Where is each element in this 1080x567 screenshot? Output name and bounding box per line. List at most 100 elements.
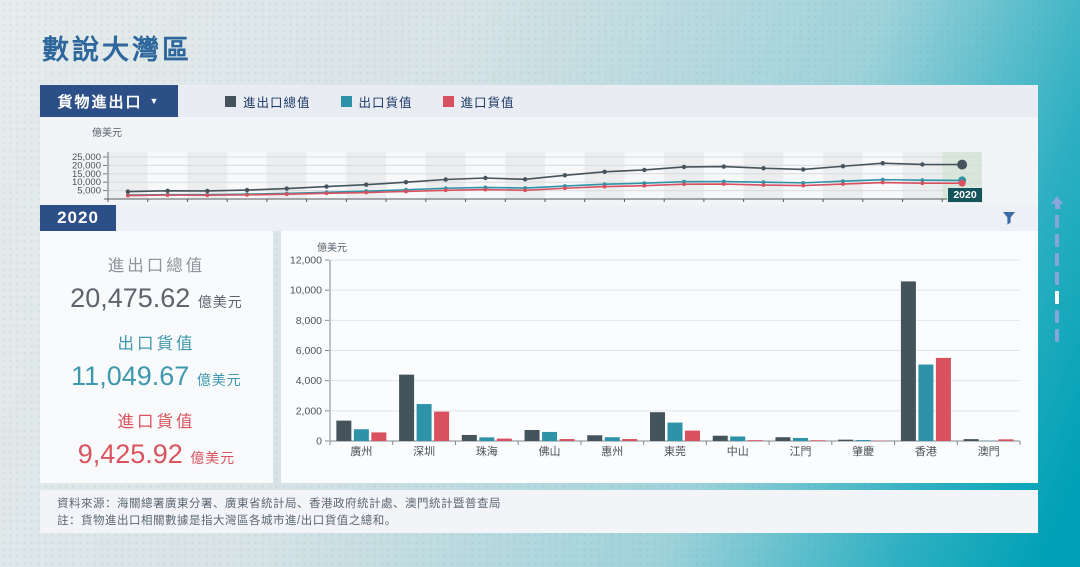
data-point[interactable] xyxy=(284,186,289,191)
year-band-2016[interactable] xyxy=(783,152,824,199)
data-point[interactable] xyxy=(920,178,925,183)
bar-進口貨值-香港[interactable] xyxy=(935,357,951,441)
data-point[interactable] xyxy=(165,188,170,193)
year-band-2015[interactable] xyxy=(743,152,784,199)
data-point[interactable] xyxy=(244,187,250,193)
data-point[interactable] xyxy=(523,188,528,193)
data-point[interactable] xyxy=(801,183,806,188)
data-point[interactable] xyxy=(483,187,488,192)
year-band-2019[interactable] xyxy=(902,152,943,199)
bar-進出口總值-江門[interactable] xyxy=(775,437,791,441)
data-point[interactable] xyxy=(721,164,726,169)
bar-出口貨值-惠州[interactable] xyxy=(604,437,620,441)
data-point[interactable] xyxy=(958,179,966,187)
nav-dash[interactable] xyxy=(1055,272,1059,285)
bar-進出口總值-珠海[interactable] xyxy=(461,434,477,441)
bar-出口貨值-深圳[interactable] xyxy=(416,404,432,441)
data-point[interactable] xyxy=(761,180,766,185)
bar-出口貨值-佛山[interactable] xyxy=(542,431,558,441)
data-point[interactable] xyxy=(880,161,885,166)
data-point[interactable] xyxy=(880,177,885,182)
data-point[interactable] xyxy=(284,192,289,197)
scroll-up-arrow-icon[interactable] xyxy=(1051,196,1063,204)
data-point[interactable] xyxy=(205,193,210,198)
data-point[interactable] xyxy=(403,180,409,185)
data-point[interactable] xyxy=(245,192,249,197)
data-point[interactable] xyxy=(443,188,448,193)
bar-進出口總值-惠州[interactable] xyxy=(587,435,603,441)
data-point[interactable] xyxy=(443,177,448,182)
year-band-2017[interactable] xyxy=(823,152,863,199)
data-point[interactable] xyxy=(681,164,687,170)
bar-出口貨值-江門[interactable] xyxy=(792,437,808,441)
data-point[interactable] xyxy=(404,189,408,194)
nav-dash[interactable] xyxy=(1055,310,1059,323)
nav-dash[interactable] xyxy=(1055,234,1059,247)
data-point[interactable] xyxy=(920,162,925,167)
data-point[interactable] xyxy=(324,184,329,189)
data-point[interactable] xyxy=(642,183,647,188)
bar-出口貨值-肇慶[interactable] xyxy=(855,440,871,441)
year-band-2014[interactable] xyxy=(703,152,744,199)
year-band-2018[interactable] xyxy=(862,152,903,199)
bar-出口貨值-廣州[interactable] xyxy=(353,429,369,441)
data-point[interactable] xyxy=(841,179,845,184)
data-point[interactable] xyxy=(562,173,568,178)
data-point[interactable] xyxy=(840,164,846,169)
data-point[interactable] xyxy=(761,166,766,171)
data-point[interactable] xyxy=(324,191,329,196)
data-point[interactable] xyxy=(562,186,567,191)
bar-進口貨值-惠州[interactable] xyxy=(622,439,638,441)
bar-進口貨值-江門[interactable] xyxy=(810,440,826,441)
bar-進口貨值-廣州[interactable] xyxy=(371,432,387,441)
data-point[interactable] xyxy=(602,169,607,174)
bar-進出口總值-佛山[interactable] xyxy=(524,429,540,441)
bar-進出口總值-香港[interactable] xyxy=(900,281,916,441)
year-band-2013[interactable] xyxy=(664,152,704,199)
data-point[interactable] xyxy=(364,182,369,187)
bar-進出口總值-澳門[interactable] xyxy=(963,439,979,441)
data-point[interactable] xyxy=(801,167,806,172)
data-point[interactable] xyxy=(841,182,845,186)
data-point[interactable] xyxy=(602,184,607,189)
nav-dash-active[interactable] xyxy=(1055,291,1059,304)
scroll-up-arrow-icon[interactable] xyxy=(1054,204,1060,209)
data-point[interactable] xyxy=(721,182,726,186)
data-point[interactable] xyxy=(642,167,647,173)
metric-dropdown[interactable]: 貨物進出口 ▼ xyxy=(40,85,178,117)
nav-dash[interactable] xyxy=(1055,329,1059,342)
bar-進口貨值-中山[interactable] xyxy=(747,440,763,441)
data-point[interactable] xyxy=(364,190,369,195)
data-point[interactable] xyxy=(125,189,131,194)
data-point[interactable] xyxy=(957,159,968,170)
data-point[interactable] xyxy=(522,177,528,182)
bar-進出口總值-肇慶[interactable] xyxy=(838,439,854,441)
bar-進口貨值-深圳[interactable] xyxy=(434,411,450,441)
bar-出口貨值-中山[interactable] xyxy=(730,436,746,441)
year-band-2008[interactable] xyxy=(465,152,506,199)
year-band-2011[interactable] xyxy=(584,152,625,199)
bar-進口貨值-澳門[interactable] xyxy=(998,439,1014,441)
bar-進出口總值-深圳[interactable] xyxy=(399,374,415,441)
data-point[interactable] xyxy=(483,175,488,181)
bar-進出口總值-中山[interactable] xyxy=(712,435,728,441)
filter-icon[interactable] xyxy=(1002,211,1016,225)
nav-dash[interactable] xyxy=(1055,253,1059,266)
bar-出口貨值-珠海[interactable] xyxy=(479,437,495,441)
data-point[interactable] xyxy=(205,188,210,194)
year-band-2012[interactable] xyxy=(624,152,665,199)
data-point[interactable] xyxy=(165,193,170,198)
bar-出口貨值-東莞[interactable] xyxy=(667,422,683,441)
bar-進口貨值-珠海[interactable] xyxy=(496,438,512,441)
nav-dash[interactable] xyxy=(1055,215,1059,228)
data-point[interactable] xyxy=(125,193,130,198)
page-nav-indicator[interactable] xyxy=(1051,196,1063,348)
data-point[interactable] xyxy=(880,180,885,185)
bar-進口貨值-佛山[interactable] xyxy=(559,439,575,441)
year-band-2003[interactable] xyxy=(266,152,307,199)
bar-進出口總值-廣州[interactable] xyxy=(336,420,352,441)
data-point[interactable] xyxy=(801,180,806,185)
data-point[interactable] xyxy=(682,182,686,187)
city-bar-chart[interactable]: 0 2,000 4,000 6,000 8,000 10,000 12,000 廣州 深圳 珠海 佛… xyxy=(281,231,1038,483)
